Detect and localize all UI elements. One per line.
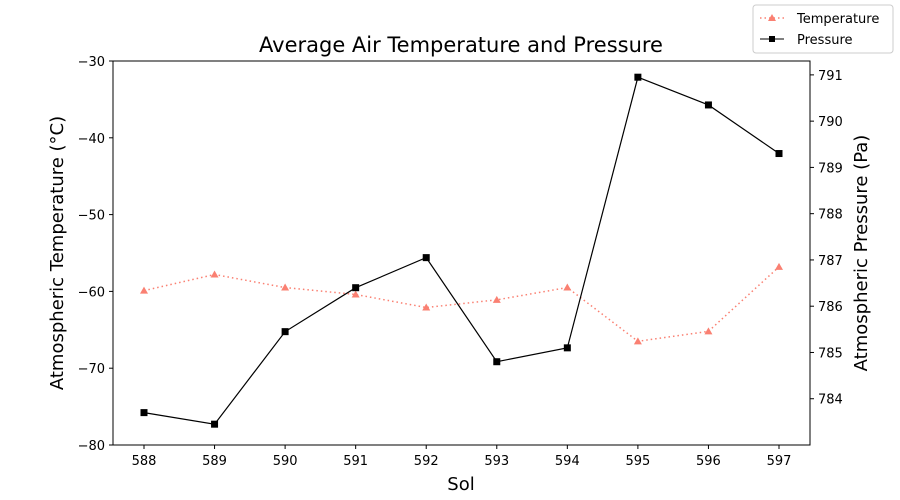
x-tick-label: 588 [132, 454, 157, 469]
temperature-point [492, 295, 501, 303]
y-left-tick-label: −30 [78, 55, 105, 70]
x-tick-label: 595 [625, 454, 650, 469]
y-axis-left-label: Atmospheric Temperature (°C) [47, 116, 68, 390]
temperature-point [140, 286, 148, 294]
x-tick-label: 593 [484, 454, 509, 469]
y-left-tick-label: −40 [78, 132, 105, 147]
y-axis-left: −80 −70 −60 −50 −40 −30 [78, 55, 113, 454]
chart-title: Average Air Temperature and Pressure [259, 33, 663, 57]
temperature-line [143, 266, 780, 343]
x-tick-label: 597 [767, 454, 792, 469]
temperature-point [210, 270, 219, 278]
legend-pressure-label: Pressure [797, 33, 853, 48]
pressure-point [704, 101, 712, 109]
x-tick-label: 591 [343, 454, 368, 469]
temperature-point [704, 327, 713, 335]
y-right-tick-label: 785 [818, 346, 843, 361]
temperature-point [351, 290, 360, 298]
y-right-tick-label: 787 [818, 254, 843, 269]
y-left-tick-label: −80 [78, 439, 105, 454]
y-right-tick-label: 791 [818, 69, 843, 84]
plot-frame [112, 60, 811, 446]
x-tick-label: 590 [273, 454, 298, 469]
legend-temperature-marker [768, 14, 776, 21]
y-left-tick-label: −70 [78, 362, 105, 377]
pressure-point [634, 73, 642, 81]
pressure-point [281, 328, 289, 336]
y-right-tick-label: 788 [818, 208, 843, 223]
pressure-line [143, 76, 780, 425]
y-axis-right-label: Atmospheric Pressure (Pa) [851, 135, 872, 372]
pressure-point [140, 409, 148, 417]
temperature-point [281, 283, 290, 291]
pressure-point [563, 344, 571, 352]
temperature-point [422, 303, 431, 311]
y-right-tick-label: 786 [818, 300, 843, 315]
temperature-point [775, 262, 783, 270]
temperature-point [633, 337, 642, 345]
x-axis-label: Sol [447, 474, 474, 495]
y-left-tick-label: −60 [78, 285, 105, 300]
y-right-tick-label: 790 [818, 115, 843, 130]
y-right-tick-label: 784 [818, 393, 843, 408]
x-tick-label: 592 [414, 454, 439, 469]
x-tick-label: 596 [696, 454, 721, 469]
plot-area [112, 60, 811, 446]
x-axis: 588 589 590 591 592 593 594 595 596 597 [132, 445, 792, 469]
pressure-point [211, 420, 219, 428]
pressure-point [775, 150, 783, 158]
legend-pressure-marker [769, 36, 775, 42]
y-left-tick-label: −50 [78, 209, 105, 224]
pressure-point [352, 284, 360, 292]
temperature-point [563, 283, 572, 291]
y-axis-right: 784 785 786 787 788 789 790 791 [810, 69, 843, 408]
x-tick-label: 594 [555, 454, 580, 469]
y-right-tick-label: 789 [818, 161, 843, 176]
pressure-point [422, 254, 430, 262]
x-tick-label: 589 [202, 454, 227, 469]
legend: Temperature Pressure [752, 4, 894, 54]
series-layer [140, 73, 783, 428]
pressure-point [493, 358, 501, 366]
legend-box [752, 4, 894, 54]
legend-temperature-label: Temperature [796, 12, 879, 27]
